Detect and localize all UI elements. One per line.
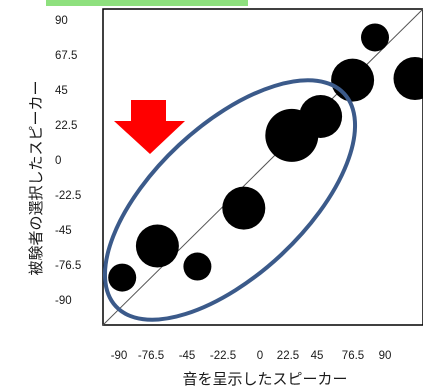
y-tick-label: 0 (55, 155, 61, 167)
down-arrow-annotation (114, 100, 185, 154)
data-point-6 (299, 94, 343, 138)
y-tick-label: 45 (55, 85, 68, 97)
x-tick-label: -90 (111, 350, 128, 362)
data-point-1 (108, 263, 137, 292)
y-tick-label: -45 (55, 225, 72, 237)
y-axis-label: 被験者の選択したスピーカー (27, 80, 45, 275)
y-tick-label: 90 (55, 15, 68, 27)
x-tick-label: 90 (379, 350, 392, 362)
data-points (108, 23, 423, 292)
data-point-7 (331, 58, 375, 102)
y-tick-label: 22.5 (55, 120, 77, 132)
data-point-4 (222, 186, 266, 230)
data-point-9 (393, 57, 423, 101)
x-tick-label: -76.5 (138, 350, 164, 362)
y-tick-label: -90 (55, 295, 72, 307)
x-tick-label: 0 (257, 350, 263, 362)
reference-line (102, 8, 423, 326)
highlight-bar (46, 0, 248, 6)
x-tick-label: -22.5 (210, 350, 236, 362)
x-tick-label: -45 (179, 350, 196, 362)
x-tick-label: 45 (311, 350, 324, 362)
data-point-2 (135, 224, 179, 268)
x-tick-label: 22.5 (277, 350, 299, 362)
data-point-3 (183, 252, 212, 281)
y-tick-label: -22.5 (55, 190, 81, 202)
x-tick-label: 76.5 (342, 350, 364, 362)
y-tick-label: 67.5 (55, 50, 77, 62)
highlight-ellipse (102, 78, 358, 322)
x-axis-label: 音を呈示したスピーカー (182, 370, 347, 388)
data-point-8 (361, 23, 389, 52)
y-tick-labels: 90 67.5 45 22.5 0 -22.5 -45 -76.5 -90 (55, 15, 81, 307)
y-tick-label: -76.5 (55, 260, 81, 272)
x-tick-labels: -90 -76.5 -45 -22.5 0 22.5 45 76.5 90 (111, 350, 392, 362)
